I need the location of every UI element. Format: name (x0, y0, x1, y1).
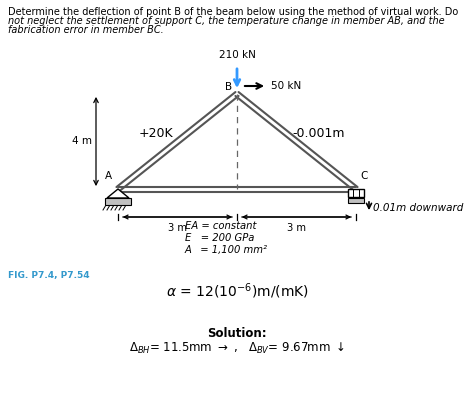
Bar (105, 198, 131, 205)
Text: not neglect the settlement of support C, the temperature change in member AB, an: not neglect the settlement of support C,… (8, 16, 445, 26)
Polygon shape (107, 189, 129, 198)
Text: $\Delta_{BH}$= 11.5mm $\rightarrow$ ,   $\Delta_{BV}$= 9.67mm $\downarrow$: $\Delta_{BH}$= 11.5mm $\rightarrow$ , $\… (129, 341, 345, 356)
Text: A: A (105, 171, 112, 181)
Text: 210 kN: 210 kN (219, 50, 255, 60)
Text: Solution:: Solution: (207, 327, 267, 340)
Text: fabrication error in member BC.: fabrication error in member BC. (8, 25, 164, 35)
Text: EA = constant: EA = constant (185, 221, 256, 231)
Text: 4 m: 4 m (72, 136, 92, 146)
Text: FIG. P7.4, P7.54: FIG. P7.4, P7.54 (8, 271, 90, 280)
Text: C: C (360, 171, 367, 181)
Text: Determine the deflection of point B of the beam below using the method of virtua: Determine the deflection of point B of t… (8, 7, 458, 17)
Bar (348, 198, 364, 203)
Text: B: B (225, 82, 232, 92)
Text: -0.001m: -0.001m (292, 127, 345, 140)
Text: 3 m: 3 m (287, 223, 306, 233)
Text: E   = 200 GPa: E = 200 GPa (185, 233, 255, 243)
Text: A   = 1,100 mm²: A = 1,100 mm² (185, 245, 268, 255)
Bar (348, 189, 364, 197)
Text: $\alpha$ = 12(10$^{-6}$)m/(mK): $\alpha$ = 12(10$^{-6}$)m/(mK) (165, 281, 309, 300)
Text: 3 m: 3 m (168, 223, 187, 233)
Text: +20K: +20K (138, 127, 173, 140)
Text: 0.01m downward: 0.01m downward (373, 203, 464, 213)
Text: 50 kN: 50 kN (271, 81, 301, 91)
